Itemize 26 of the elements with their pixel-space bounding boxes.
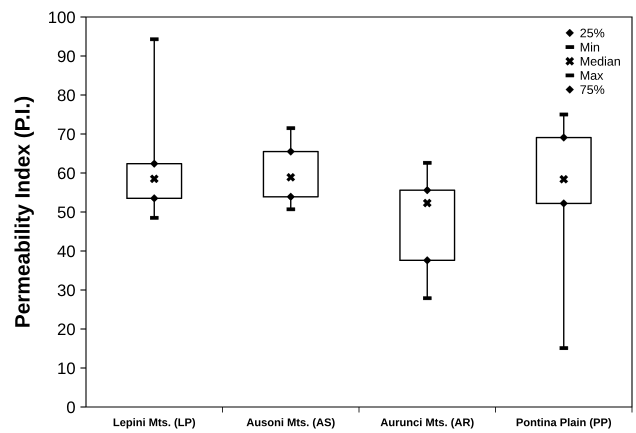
- y-tick-label: 0: [66, 401, 75, 414]
- legend-label: Max: [580, 71, 604, 80]
- legend-label: 75%: [580, 85, 604, 94]
- point: [286, 147, 295, 156]
- x-tick-label: Aurunci Mts. (AR): [380, 418, 474, 428]
- y-tick-label: 40: [57, 245, 75, 258]
- y-axis-title: Permeability Index (P.I.): [14, 96, 34, 327]
- point: [150, 160, 158, 168]
- point: [559, 174, 568, 184]
- y-tick-label: 10: [58, 362, 75, 374]
- y-tick-label: 20: [58, 323, 75, 336]
- y-tick-label: 80: [58, 89, 75, 102]
- x-tick-label: Lepini Mts. (LP): [114, 418, 196, 428]
- y-tick-label: 50: [58, 206, 75, 218]
- legend-label: Median: [580, 56, 620, 66]
- point: [560, 133, 568, 142]
- y-tick-label: 100: [49, 11, 75, 24]
- y-tick-label: 90: [58, 50, 75, 62]
- y-tick-label: 30: [58, 284, 75, 296]
- legend-label: 25%: [580, 28, 604, 38]
- y-tick-label: 70: [58, 128, 75, 140]
- point: [150, 194, 158, 202]
- y-tick-label: 60: [58, 167, 75, 180]
- legend-label: Min: [580, 42, 600, 52]
- x-tick-label: Pontina Plain (PP): [516, 418, 612, 428]
- x-tick-label: Ausoni Mts. (AS): [246, 418, 335, 428]
